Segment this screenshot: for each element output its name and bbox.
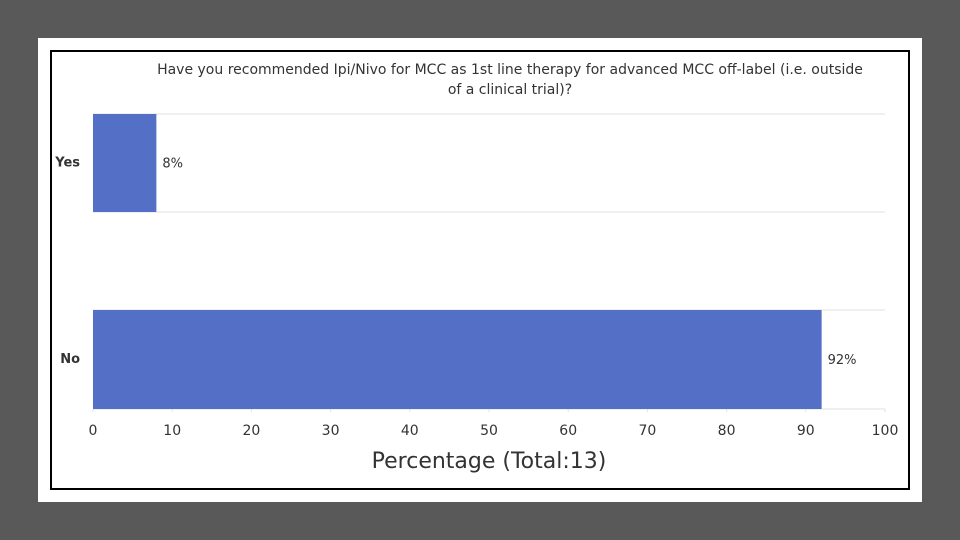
x-tick-label: 60 bbox=[559, 423, 577, 439]
x-tick-label: 20 bbox=[242, 423, 260, 439]
x-tick-label: 40 bbox=[401, 423, 419, 439]
frame bbox=[50, 50, 910, 490]
slide bbox=[38, 38, 922, 502]
y-tick-label: No bbox=[60, 352, 80, 367]
chart-title: Have you recommended Ipi/Nivo for MCC as… bbox=[157, 62, 863, 98]
x-tick-label: 0 bbox=[89, 423, 98, 439]
x-tick-label: 90 bbox=[797, 423, 815, 439]
bar bbox=[93, 114, 157, 212]
x-tick-label: 100 bbox=[872, 423, 899, 439]
x-tick-label: 30 bbox=[322, 423, 340, 439]
x-tick-label: 80 bbox=[718, 423, 736, 439]
x-axis-label: Percentage (Total:13) bbox=[372, 449, 607, 474]
bar bbox=[93, 310, 822, 409]
x-tick-label: 50 bbox=[480, 423, 498, 439]
value-label: 8% bbox=[162, 157, 183, 172]
x-tick-label: 10 bbox=[163, 423, 181, 439]
y-tick-label: Yes bbox=[54, 156, 80, 171]
value-label: 92% bbox=[828, 353, 857, 368]
x-tick-label: 70 bbox=[638, 423, 656, 439]
